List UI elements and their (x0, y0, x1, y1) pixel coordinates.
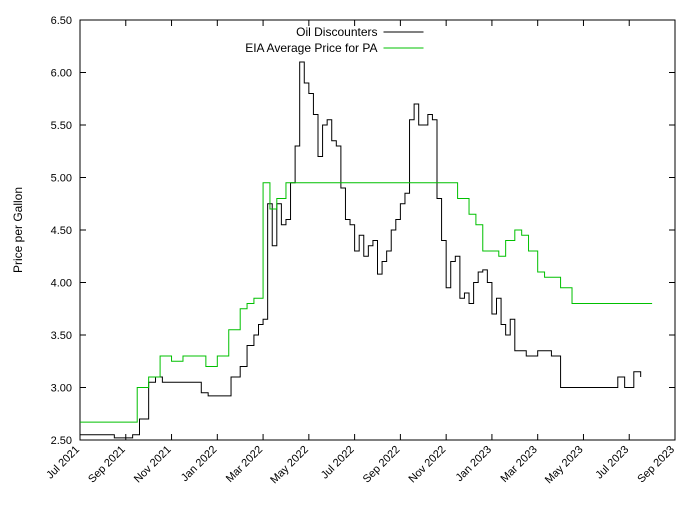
y-tick-label: 3.00 (51, 383, 72, 395)
x-tick-label: May 2022 (268, 444, 311, 487)
y-tick-label: 3.50 (51, 330, 72, 342)
series-oil-discounters (80, 62, 641, 438)
x-tick-label: Jan 2023 (454, 444, 494, 484)
x-tick-label: Jul 2021 (44, 444, 82, 482)
y-tick-label: 5.50 (51, 120, 72, 132)
x-tick-label: Jul 2022 (319, 444, 357, 482)
y-tick-label: 4.00 (51, 278, 72, 290)
legend-label: EIA Average Price for PA (245, 41, 377, 55)
series-eia-average-price-for-pa (80, 183, 652, 422)
y-tick-label: 5.00 (51, 173, 72, 185)
x-tick-label: Nov 2021 (132, 444, 174, 486)
y-tick-label: 6.50 (51, 15, 72, 27)
price-chart: 2.50 3.00 3.50 4.00 4.50 5.00 5.50 6.00 6.50 Jul … (0, 0, 700, 525)
x-tick-label: Sep 2022 (361, 444, 403, 486)
legend-label: Oil Discounters (296, 25, 377, 39)
y-tick-label: 4.50 (51, 225, 72, 237)
y-tick-label: 2.50 (51, 435, 72, 447)
x-tick-label: Nov 2022 (406, 444, 448, 486)
plot-border (80, 20, 675, 440)
x-tick-label: Mar 2022 (224, 444, 265, 485)
x-tick-label: Mar 2023 (498, 444, 539, 485)
chart-svg: 2.50 3.00 3.50 4.00 4.50 5.00 5.50 6.00 6.50 Jul … (0, 0, 700, 525)
y-axis-label: Price per Gallon (11, 187, 25, 273)
x-tick-label: Sep 2023 (635, 444, 677, 486)
x-tick-label: May 2023 (543, 444, 586, 487)
y-tick-label: 6.00 (51, 68, 72, 80)
x-tick-label: Sep 2021 (86, 444, 128, 486)
x-tick-label: Jul 2023 (593, 444, 631, 482)
x-tick-label: Jan 2022 (179, 444, 219, 484)
